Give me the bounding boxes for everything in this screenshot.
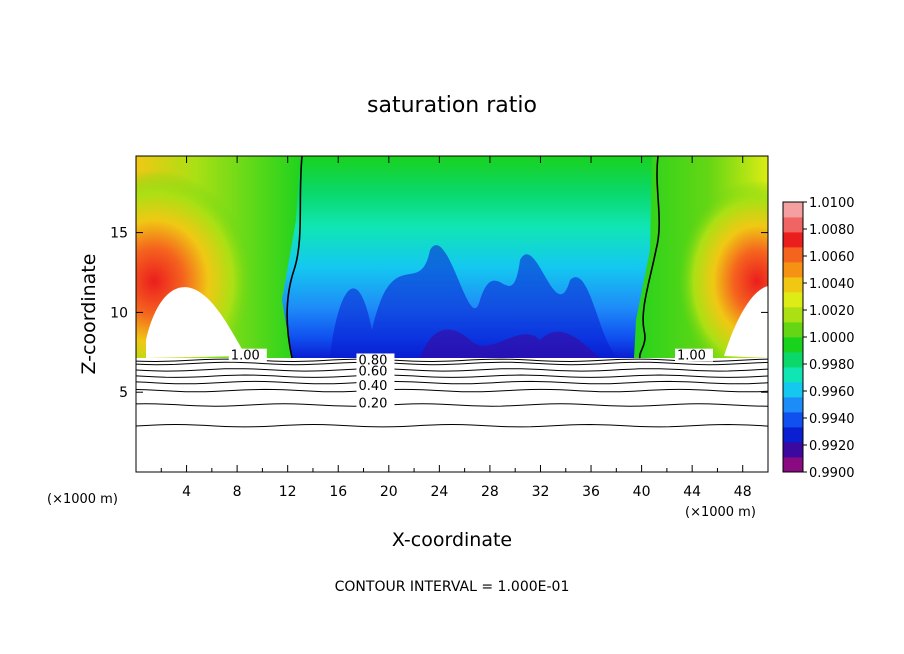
x-tick-label: 8: [233, 484, 242, 500]
colorbar-segment: [783, 337, 803, 353]
x-tick-label: 36: [582, 484, 600, 500]
x-axis: 4 8 12 16 20 24 28 32 36 40 44 48: [160, 156, 752, 500]
colorbar-segment: [783, 352, 803, 368]
colorbar-segment: [783, 457, 803, 473]
contour-label: 1.00: [677, 349, 706, 364]
heatmap-field: [136, 156, 768, 472]
colorbar-segment: [783, 397, 803, 413]
contour-label-bg: [356, 364, 395, 378]
plot-frame: [135, 155, 769, 473]
contour-label-bg: [228, 348, 267, 362]
colorbar-label: 1.0080: [809, 223, 855, 238]
colorbar: 1.0100 1.0080 1.0060 1.0040 1.0020 1.0000 0.99…: [782, 196, 855, 481]
contour-line: [136, 403, 768, 407]
y-tick-label: 10: [110, 305, 128, 321]
x-tick-label: 16: [329, 484, 347, 500]
colorbar-segment: [783, 262, 803, 278]
chart-title: saturation ratio: [367, 93, 537, 118]
x-multiplier-left: (×1000 m): [47, 492, 118, 507]
colorbar-segment: [783, 232, 803, 248]
contour-line: [136, 388, 768, 393]
contour-label: 0.20: [358, 397, 387, 412]
field-min-core: [420, 329, 600, 358]
x-tick-label: 32: [532, 484, 550, 500]
contour-labels: 1.00 0.800.600.400.201.00: [228, 348, 713, 412]
contour-right-saturation: [638, 156, 661, 359]
y-tick-label: 15: [110, 226, 128, 242]
colorbar-label: 0.9900: [809, 466, 855, 481]
colorbar-label: 1.0040: [809, 277, 855, 292]
colorbar-segment: [783, 367, 803, 383]
colorbar-segment: [783, 412, 803, 428]
y-tick-label: 5: [119, 385, 128, 401]
colorbar-label: 1.0020: [809, 304, 855, 319]
x-axis-title: X-coordinate: [392, 529, 512, 551]
colorbar-segment: [783, 427, 803, 443]
contour-lines: [136, 358, 768, 428]
x-tick-label: 20: [380, 484, 398, 500]
contour-label: 0.40: [358, 379, 387, 394]
contour-label-bg: [356, 353, 395, 367]
y-axis-title: Z-coordinate: [78, 254, 100, 375]
colorbar-label: 1.0060: [809, 250, 855, 265]
contour-line: [136, 361, 768, 366]
y-axis: 5 10 15: [110, 226, 768, 401]
x-tick-label: 28: [481, 484, 499, 500]
contour-label-bg: [674, 348, 713, 362]
contour-label: 0.60: [358, 365, 387, 380]
colorbar-label: 0.9980: [809, 358, 855, 373]
contour-left-saturation: [286, 156, 303, 359]
x-tick-label: 24: [430, 484, 448, 500]
colorbar-label: 0.9960: [809, 385, 855, 400]
hole-right: [724, 286, 768, 358]
colorbar-segment: [783, 202, 803, 218]
colorbar-label: 1.0100: [809, 196, 855, 211]
colorbar-segment: [783, 292, 803, 308]
colorbar-segment: [783, 382, 803, 398]
colorbar-label: 1.0000: [809, 331, 855, 346]
x-tick-label: 4: [182, 484, 191, 500]
hole-left: [146, 287, 246, 358]
colorbar-label: 0.9940: [809, 412, 855, 427]
field-plumes: [330, 245, 620, 358]
contour-line: [136, 423, 768, 428]
contour-line: [136, 380, 768, 385]
contour-interval-note: CONTOUR INTERVAL = 1.000E-01: [335, 579, 570, 595]
contour-label: 1.00: [231, 349, 260, 364]
contour-label-bg: [356, 396, 395, 410]
colorbar-segment: [783, 247, 803, 263]
x-tick-label: 40: [633, 484, 651, 500]
x-tick-label: 12: [279, 484, 297, 500]
colorbar-segment: [783, 277, 803, 293]
x-tick-label: 44: [683, 484, 701, 500]
colorbar-segment: [783, 217, 803, 233]
contour-line: [136, 374, 768, 378]
colorbar-segment: [783, 322, 803, 338]
colorbar-label: 0.9920: [809, 439, 855, 454]
colorbar-segment: [783, 307, 803, 323]
x-tick-label: 48: [734, 484, 752, 500]
colorbar-segment: [783, 442, 803, 458]
contour-label-bg: [356, 379, 395, 393]
contour-line: [136, 368, 768, 372]
x-multiplier-right: (×1000 m): [685, 505, 756, 520]
